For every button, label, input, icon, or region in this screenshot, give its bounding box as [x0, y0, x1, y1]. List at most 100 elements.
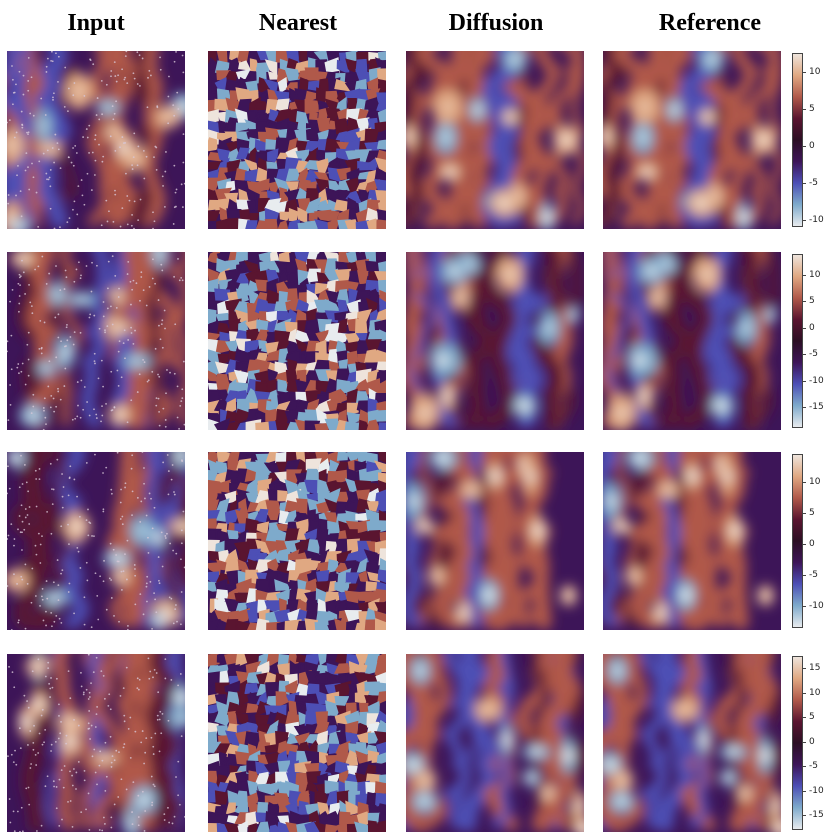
- observation-point: [34, 753, 37, 756]
- observation-point: [7, 538, 9, 540]
- vorticity-strand: [535, 654, 577, 832]
- vortex-core: [164, 113, 172, 121]
- observation-point: [45, 65, 48, 68]
- voronoi-cell: [219, 120, 227, 130]
- observation-point: [27, 133, 29, 136]
- observation-point: [148, 677, 151, 680]
- observation-point: [27, 374, 30, 377]
- observation-point: [77, 185, 80, 188]
- observation-point: [167, 493, 170, 496]
- observation-point: [95, 656, 98, 659]
- observation-point: [38, 732, 41, 735]
- observation-point: [85, 462, 88, 464]
- observation-point: [7, 419, 10, 422]
- observation-point: [9, 300, 11, 303]
- field-image-diffusion: [406, 252, 584, 430]
- observation-point: [89, 738, 91, 740]
- observation-point: [115, 80, 118, 83]
- observation-point: [35, 553, 38, 556]
- observation-point: [49, 207, 52, 210]
- observation-point: [167, 95, 170, 98]
- observation-point: [61, 473, 63, 475]
- voronoi-cell: [376, 401, 386, 413]
- observation-point: [17, 528, 19, 531]
- vorticity-strand: [685, 452, 725, 630]
- observation-point: [86, 136, 89, 139]
- vortex-core: [761, 591, 770, 600]
- observation-point: [96, 97, 99, 99]
- observation-point: [118, 751, 120, 754]
- observation-point: [147, 536, 149, 539]
- vortex-core: [518, 400, 531, 412]
- observation-point: [131, 168, 134, 170]
- observation-point: [126, 628, 129, 630]
- vortex-core: [575, 801, 584, 811]
- observation-point: [157, 299, 160, 301]
- observation-point: [61, 495, 64, 498]
- observation-point: [166, 454, 169, 456]
- observation-point: [114, 189, 116, 192]
- field-image-diffusion: [406, 51, 584, 229]
- observation-point: [157, 373, 159, 376]
- observation-point: [131, 514, 133, 517]
- observation-point: [72, 147, 74, 149]
- observation-point: [164, 535, 167, 537]
- voronoi-cell: [265, 349, 281, 362]
- observation-point: [153, 668, 156, 671]
- observation-point: [96, 264, 98, 267]
- observation-point: [182, 360, 185, 363]
- observation-point: [11, 671, 14, 674]
- observation-point: [69, 697, 72, 700]
- voronoi-cell: [236, 702, 250, 714]
- voronoi-cell: [367, 571, 380, 583]
- vortex-core: [570, 311, 577, 319]
- voronoi-cell: [296, 528, 307, 540]
- voronoi-cell: [264, 795, 279, 805]
- voronoi-cell: [235, 68, 251, 80]
- voronoi-cell: [235, 122, 252, 132]
- observation-point: [94, 771, 97, 774]
- voronoi-cell: [256, 821, 270, 832]
- voronoi-cell: [355, 220, 370, 229]
- observation-point: [98, 327, 101, 330]
- voronoi-cell: [376, 208, 386, 223]
- observation-point: [124, 486, 126, 489]
- observation-point: [145, 737, 148, 739]
- observation-point: [126, 195, 129, 197]
- observation-point: [8, 665, 10, 668]
- observation-point: [13, 686, 16, 689]
- observation-point: [79, 567, 82, 569]
- observation-point: [53, 161, 55, 164]
- voronoi-cell: [265, 810, 278, 824]
- observation-point: [121, 589, 123, 591]
- observation-point: [145, 304, 148, 307]
- observation-point: [83, 623, 86, 626]
- observation-point: [152, 227, 154, 229]
- observation-point: [18, 70, 21, 73]
- observation-point: [24, 516, 27, 519]
- voronoi-cell: [225, 217, 241, 229]
- observation-point: [157, 556, 160, 558]
- vorticity-strand: [442, 654, 477, 830]
- observation-point: [34, 544, 37, 547]
- observation-point: [96, 594, 99, 597]
- observation-point: [39, 543, 42, 546]
- observation-point: [46, 149, 49, 152]
- observation-point: [25, 481, 28, 484]
- observation-point: [133, 77, 136, 80]
- observation-point: [52, 581, 55, 584]
- voronoi-cell: [244, 339, 262, 353]
- observation-point: [137, 794, 140, 797]
- observation-point: [110, 75, 112, 78]
- voronoi-cell: [346, 197, 358, 212]
- observation-point: [74, 417, 77, 420]
- observation-point: [108, 577, 111, 580]
- observation-point: [106, 325, 109, 328]
- observation-point: [180, 529, 183, 532]
- observation-point: [55, 786, 58, 788]
- vorticity-strand: [26, 252, 57, 426]
- observation-point: [151, 370, 154, 373]
- observation-point: [110, 305, 112, 308]
- observation-point: [152, 211, 154, 214]
- voronoi-cell: [335, 820, 349, 832]
